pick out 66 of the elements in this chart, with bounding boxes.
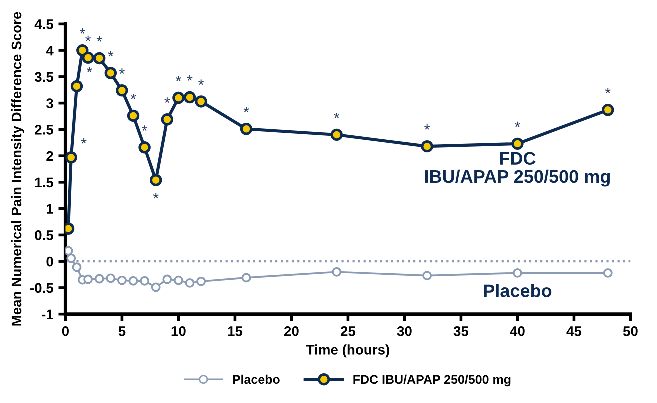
- annotation: *: [198, 80, 204, 86]
- point: [174, 276, 184, 286]
- annotation: *: [142, 126, 148, 131]
- x-tick-label: 50: [623, 326, 638, 336]
- annotation: *: [334, 112, 340, 118]
- y-tick-label: 3: [46, 98, 54, 109]
- x-tick-label: 0: [62, 326, 69, 336]
- y-tick-label: 0: [46, 256, 54, 267]
- point: [196, 276, 206, 286]
- x-tick-label: 35: [454, 326, 469, 336]
- annotation: *: [187, 75, 193, 81]
- annotation: *: [130, 94, 136, 100]
- x-tick-label: 45: [566, 326, 582, 336]
- x-tick-label: 25: [340, 326, 356, 336]
- point: [332, 267, 342, 277]
- annotation: FDC IBU/APAP 250/500 mg: [425, 152, 610, 187]
- point: [117, 276, 127, 286]
- x-axis-title: Time (hours): [306, 344, 390, 358]
- x-tick-label: 40: [510, 326, 525, 336]
- annotation: *: [176, 76, 182, 82]
- annotation: Placebo: [484, 284, 552, 298]
- point: [94, 274, 104, 284]
- annotation: *: [86, 36, 92, 42]
- legend-label: Placebo: [233, 374, 280, 384]
- point: [185, 278, 195, 288]
- x-tick-label: 10: [172, 326, 186, 336]
- x-tick-label: 30: [397, 326, 412, 336]
- annotation: *: [96, 36, 102, 42]
- point: [72, 262, 82, 272]
- annotation: *: [108, 51, 114, 57]
- point: [512, 268, 522, 278]
- y-tick-label: 1: [47, 204, 54, 214]
- y-axis-title: Mean Numerical Pain Intensity Difference Score: [11, 12, 24, 326]
- annotation: *: [514, 122, 520, 128]
- annotation: *: [244, 107, 250, 113]
- x-tick-label: 20: [284, 326, 299, 336]
- y-tick-label: 4.5: [34, 20, 54, 30]
- y-tick-label: 0.5: [35, 230, 54, 240]
- point: [162, 274, 172, 284]
- point: [140, 276, 150, 286]
- annotation: *: [80, 28, 86, 34]
- legend-label: FDC IBU/APAP 250/500 mg: [354, 374, 511, 387]
- y-tick-label: 3.5: [34, 72, 54, 82]
- x-tick-label: 5: [118, 326, 126, 336]
- point: [128, 276, 138, 286]
- y-tick-label: 1.5: [35, 178, 54, 188]
- annotation: *: [605, 88, 611, 94]
- y-tick-label: -1: [42, 310, 54, 320]
- annotation: *: [81, 138, 87, 144]
- point: [242, 273, 252, 283]
- y-tick-label: 2.5: [35, 125, 54, 135]
- point: [603, 268, 613, 278]
- point: [422, 271, 432, 281]
- annotation: *: [153, 193, 159, 199]
- annotation: *: [119, 68, 125, 74]
- x-tick-label: 15: [228, 326, 243, 336]
- point: [66, 254, 76, 264]
- point: [151, 282, 161, 292]
- y-tick-label: -0.5: [30, 283, 54, 294]
- point: [106, 274, 116, 284]
- y-tick-label: 4: [46, 46, 54, 56]
- annotation: *: [164, 98, 170, 104]
- point: [84, 274, 94, 284]
- annotation: *: [424, 124, 430, 130]
- y-tick-label: 2: [46, 151, 54, 162]
- annotation: *: [86, 67, 92, 73]
